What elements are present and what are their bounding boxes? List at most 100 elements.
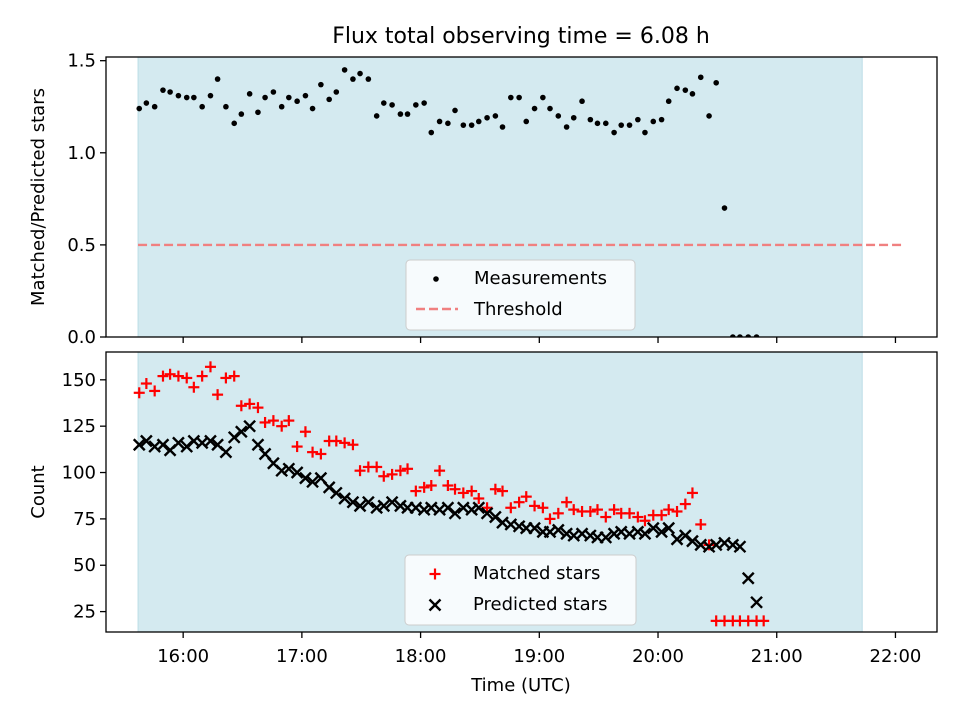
measurements-point: [618, 122, 625, 128]
matched-stars-point: [196, 370, 208, 382]
matched-stars-point: [505, 502, 517, 514]
measurements-point: [373, 113, 380, 119]
measurements-point: [658, 116, 665, 123]
measurements-point: [531, 105, 538, 112]
measurements-point: [404, 111, 411, 117]
legend-matched-marker: [429, 568, 441, 580]
matched-stars-point: [339, 437, 351, 449]
predicted-stars-point: [385, 495, 399, 509]
legend-measurements-marker: [433, 276, 439, 282]
matched-stars-point: [695, 518, 707, 530]
matched-stars-point: [568, 504, 580, 516]
predicted-stars-point: [377, 499, 391, 513]
matched-stars-point: [481, 502, 493, 514]
measurements-point: [642, 129, 648, 136]
x-tick-label: 20:00: [632, 646, 684, 667]
measurements-point: [302, 92, 309, 99]
predicted-stars-point: [551, 523, 565, 537]
measurements-point: [602, 120, 609, 127]
ratio-panel: 0.0 0.5 1.0 1.5 Matched/Predicted stars Mea…: [28, 51, 938, 348]
measurements-point: [262, 94, 268, 101]
counts-series: [132, 361, 770, 627]
measurements-point: [594, 120, 601, 127]
matched-stars-point: [164, 368, 176, 380]
ratio-plot-frame: [105, 56, 938, 338]
measurements-point: [380, 100, 387, 106]
predicted-stars-point: [733, 540, 747, 554]
measurements-point: [151, 103, 158, 110]
matched-stars-point: [315, 448, 327, 460]
predicted-stars-point: [472, 501, 486, 515]
predicted-stars-point: [480, 506, 494, 520]
measurements-point: [421, 100, 427, 106]
counts-y-ticks: 25 50 75 100 125 150: [62, 370, 106, 623]
matched-stars-point: [228, 370, 240, 382]
matched-stars-point: [181, 372, 193, 384]
measurements-point: [563, 124, 570, 130]
measurements-point: [207, 92, 214, 99]
measurements-point: [428, 129, 435, 136]
predicted-stars-point: [638, 527, 652, 541]
matched-stars-point: [679, 498, 691, 510]
legend-predicted-marker: [428, 598, 442, 612]
matched-stars-point: [235, 400, 247, 412]
measurements-point: [231, 120, 238, 127]
measurements-point: [540, 94, 546, 101]
x-axis-label: Time (UTC): [470, 675, 571, 696]
predicted-stars-point: [655, 525, 668, 539]
predicted-stars-point: [234, 425, 248, 439]
matched-stars-point: [457, 487, 469, 499]
measurements-point: [745, 334, 752, 337]
matched-stars-point: [212, 389, 224, 401]
matched-stars-point: [544, 513, 556, 525]
measurements-point: [318, 81, 324, 88]
measurements-point: [143, 100, 150, 106]
predicted-stars-point: [686, 534, 699, 548]
counts-legend: Matched stars Predicted stars: [404, 554, 637, 626]
matched-stars-point: [686, 487, 698, 499]
matched-stars-point: [394, 465, 406, 477]
measurements-point: [167, 89, 173, 95]
measurements-point: [445, 120, 451, 127]
x-tick-label: 17:00: [276, 646, 328, 667]
predicted-stars-point: [306, 475, 319, 489]
measurements-point: [460, 122, 467, 128]
measurements-point: [389, 102, 395, 108]
predicted-stars-point: [172, 436, 185, 450]
matched-stars-point: [402, 463, 414, 475]
measurements-point: [635, 116, 641, 123]
measurements-point: [547, 105, 553, 112]
matched-stars-point: [386, 468, 398, 480]
matched-stars-point: [489, 483, 501, 495]
legend-threshold-label: Threshold: [473, 299, 563, 320]
measurements-point: [238, 111, 245, 117]
ratio-x-ticks: [182, 337, 897, 343]
matched-stars-point: [671, 505, 683, 517]
measurements-point: [570, 114, 577, 121]
y-tick-label: 25: [73, 602, 96, 623]
matched-stars-point: [418, 481, 430, 493]
predicted-stars-point: [329, 486, 343, 500]
measurements-point: [508, 94, 514, 101]
measurements-point: [475, 118, 482, 125]
measurements-point: [499, 124, 506, 130]
matched-stars-point: [520, 491, 532, 503]
predicted-stars-point: [140, 434, 153, 448]
x-tick-label: 22:00: [870, 646, 922, 667]
matched-stars-point: [283, 415, 295, 427]
measurements-point: [136, 105, 143, 112]
predicted-stars-point: [646, 521, 660, 535]
predicted-stars-point: [204, 434, 217, 448]
measurements-point: [721, 205, 728, 211]
matched-stars-point: [449, 483, 461, 495]
measurements-point: [753, 334, 760, 337]
predicted-stars-point: [528, 521, 541, 535]
measurements-point: [555, 113, 562, 119]
matched-stars-point: [149, 385, 161, 397]
ratio-legend: Measurements Threshold: [405, 259, 636, 331]
measurements-point: [175, 92, 182, 99]
chart-title: Flux total observing time = 6.08 h: [332, 24, 710, 49]
measurements-point: [523, 118, 530, 125]
matched-stars-point: [188, 381, 200, 393]
measurements-point: [365, 76, 372, 82]
